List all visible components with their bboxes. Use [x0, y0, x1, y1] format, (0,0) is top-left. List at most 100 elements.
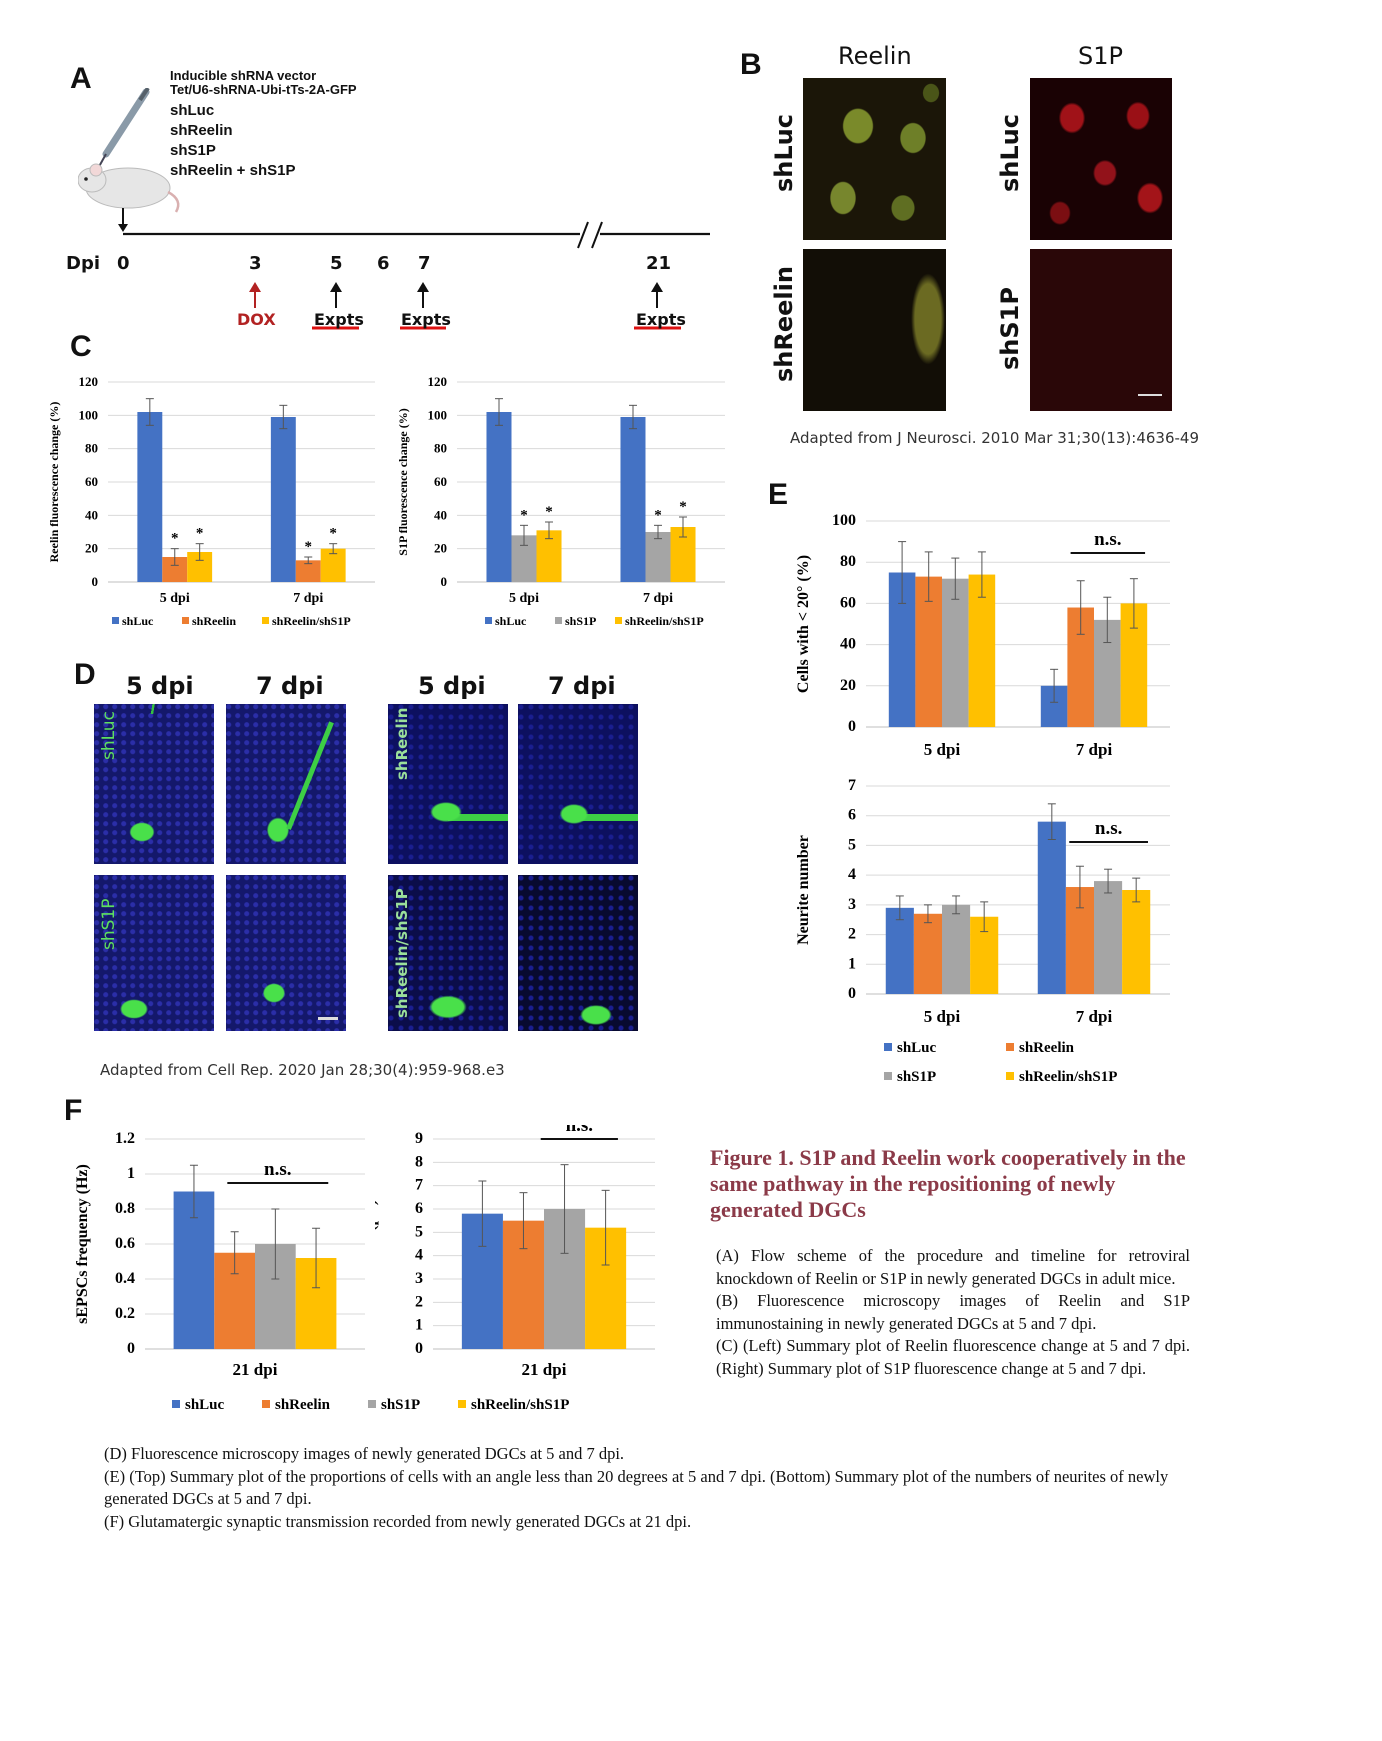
y-tick-label: 1	[415, 1317, 423, 1334]
legend-swatch	[1006, 1072, 1014, 1080]
ns-label: n.s.	[566, 1125, 593, 1136]
chart-f-left: 0 0.2 0.4 0.6 0.8 1 1.2 sEPSCs frequency (Hz) 21…	[75, 1130, 365, 1379]
panel-f-label: F	[64, 1094, 83, 1127]
y-tick-label: 100	[79, 407, 99, 422]
category-label: 5 dpi	[924, 740, 961, 759]
vector-title: Inducible shRNA vector	[170, 68, 317, 83]
y-tick-label: 0	[127, 1340, 135, 1357]
panel-a-label: A	[70, 62, 92, 95]
expts-label: Expts	[636, 310, 686, 329]
y-tick-label: 0.8	[115, 1200, 135, 1217]
bar	[942, 578, 969, 727]
legend-swatch	[262, 1400, 270, 1408]
significance-star: *	[679, 499, 687, 515]
construct-item: shReelin	[170, 122, 233, 139]
significance-star: *	[196, 526, 204, 542]
legend-swatch	[112, 617, 119, 624]
y-tick-label: 6	[848, 807, 856, 824]
y-axis-label: Neurite number	[795, 835, 812, 945]
y-tick-label: 1	[848, 955, 856, 972]
dox-label: DOX	[237, 310, 276, 329]
y-tick-label: 80	[840, 553, 856, 570]
legend-label: shReelin	[192, 614, 236, 628]
chart-e-bottom: 0 1 2 3 4 5 6 7 Neurite number 5 dpi 7 dpi n.s.	[795, 777, 1170, 1026]
expts-label: Expts	[314, 310, 364, 329]
y-tick-label: 60	[840, 594, 856, 611]
ns-label: n.s.	[264, 1159, 291, 1180]
micrograph-d-shs1p-5dpi	[94, 875, 214, 1031]
category-label: 5 dpi	[509, 591, 539, 606]
bar	[320, 548, 346, 582]
y-tick-label: 20	[840, 677, 856, 694]
source-citation-b: Adapted from J Neurosci. 2010 Mar 31;30(…	[790, 429, 1199, 447]
bar	[1037, 821, 1066, 994]
y-tick-label: 40	[85, 507, 98, 522]
micrograph-s1p-shs1p	[1030, 249, 1172, 411]
legend-label: shReelin/shS1P	[1019, 1069, 1117, 1085]
significance-star: *	[171, 531, 179, 547]
column-label-5dpi: 5 dpi	[418, 672, 486, 700]
micrograph-reelin-shluc	[803, 78, 946, 240]
y-tick-label: 100	[428, 407, 448, 422]
caption-paragraph: (B) Fluorescence microscopy images of Re…	[716, 1291, 1190, 1333]
micrograph-d-shreelin-7dpi	[518, 704, 638, 864]
y-tick-label: 100	[832, 512, 856, 529]
panel-c-label: C	[70, 330, 92, 363]
caption-paragraph: (F) Glutamatergic synaptic transmission …	[104, 1511, 692, 1531]
construct-list: shLuc shReelin shS1P shReelin + shS1P	[170, 101, 295, 181]
bar	[295, 560, 321, 582]
y-axis-label: sEPSCs frequency (Hz)	[75, 1164, 91, 1324]
column-label-7dpi: 7 dpi	[548, 672, 616, 700]
dendrite	[286, 721, 334, 830]
legend-swatch	[884, 1043, 892, 1051]
day-label: 5	[330, 253, 343, 274]
timeline	[118, 208, 710, 330]
category-label: 21 dpi	[522, 1360, 567, 1379]
legend-label: shReelin/shS1P	[625, 614, 704, 628]
legend-label: shReelin	[275, 1397, 331, 1413]
bar	[486, 412, 512, 582]
micrograph-d-shreelin-shs1p-5dpi	[388, 875, 508, 1031]
category-label: 5 dpi	[160, 591, 190, 606]
legend-label: shS1P	[897, 1069, 936, 1085]
chart-c-left: 0 20 40 60 80 100 120 Reelin fluorescence chang…	[47, 374, 375, 628]
significance-star: *	[654, 507, 662, 523]
y-axis-label: Cells with < 20° (%)	[795, 555, 812, 693]
row-label-shreelin-shs1p: shReelin/shS1P	[393, 888, 411, 1018]
row-label-shluc: shLuc	[99, 711, 119, 760]
category-label: 7 dpi	[1076, 1007, 1113, 1026]
legend-swatch	[615, 617, 622, 624]
scale-bar	[318, 1017, 338, 1020]
legend-swatch	[884, 1072, 892, 1080]
significance-star: *	[520, 507, 528, 523]
legend-swatch	[262, 617, 269, 624]
scale-bar	[1138, 394, 1162, 396]
y-tick-label: 60	[85, 474, 98, 489]
day-label: 0	[117, 253, 130, 274]
day-label: 3	[249, 253, 262, 274]
category-label: 5 dpi	[924, 1007, 961, 1026]
day-label: 21	[646, 253, 672, 274]
y-tick-label: 0	[415, 1340, 423, 1357]
caption-bottom: (D) Fluorescence microscopy images of ne…	[104, 1443, 1190, 1533]
bar	[1122, 890, 1151, 994]
y-tick-label: 0.4	[115, 1270, 135, 1287]
bar	[137, 412, 163, 582]
y-tick-label: 4	[848, 866, 856, 883]
category-label: 7 dpi	[293, 591, 323, 606]
y-tick-label: 1	[127, 1165, 135, 1182]
micrograph-reelin-shreelin	[803, 249, 946, 411]
micrograph-d-shluc-7dpi	[226, 704, 346, 864]
legend-swatch	[182, 617, 189, 624]
micrograph-s1p-shluc	[1030, 78, 1172, 240]
y-tick-label: 7	[848, 777, 856, 794]
significance-star: *	[305, 539, 313, 555]
row-label-shs1p: shS1P	[996, 287, 1024, 370]
y-axis-label: S1P fluorescence change (%)	[396, 408, 410, 555]
caption-paragraph: (A) Flow scheme of the procedure and tim…	[716, 1246, 1190, 1288]
mouse-injection-icon	[78, 88, 180, 213]
row-label-shreelin: shReelin	[770, 266, 798, 382]
y-tick-label: 6	[415, 1200, 423, 1217]
y-tick-label: 40	[840, 636, 856, 653]
legend-label: shLuc	[122, 614, 154, 628]
